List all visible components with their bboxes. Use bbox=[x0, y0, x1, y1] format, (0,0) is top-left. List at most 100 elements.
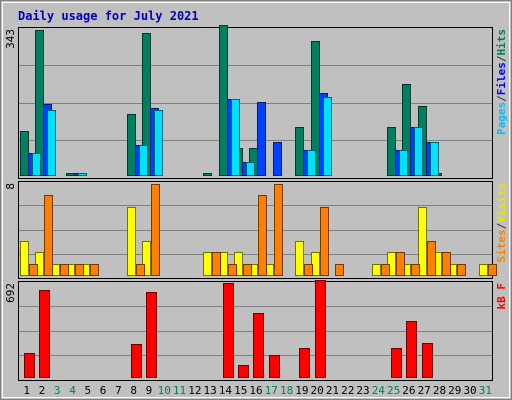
series-visits bbox=[20, 207, 488, 276]
x-tick-label: 29 bbox=[448, 384, 461, 397]
bar-kb-f-day-1 bbox=[24, 353, 35, 378]
bar-hits-day-4 bbox=[66, 173, 75, 176]
bar-sites-day-19 bbox=[304, 264, 313, 276]
bar-hits-day-14 bbox=[219, 25, 228, 176]
bar-hits-day-19 bbox=[295, 127, 304, 176]
bar-kb-f-day-26 bbox=[406, 321, 417, 378]
bar-pages-day-27 bbox=[430, 142, 439, 176]
bar-visits-day-31 bbox=[479, 264, 488, 276]
series-pages bbox=[32, 97, 439, 176]
bar-visits-day-19 bbox=[295, 241, 304, 276]
bar-sites-day-1 bbox=[29, 264, 38, 276]
x-tick-label: 21 bbox=[326, 384, 339, 397]
bar-files-day-16 bbox=[257, 102, 266, 176]
bar-kb-f-day-14 bbox=[223, 283, 234, 378]
x-tick-label: 7 bbox=[115, 384, 122, 397]
x-tick-label: 30 bbox=[463, 384, 476, 397]
bar-kb-f-day-25 bbox=[391, 348, 402, 378]
panel-top-max-label: 343 bbox=[4, 29, 17, 49]
bar-sites-day-16 bbox=[258, 195, 267, 276]
legend-entry: Hits bbox=[495, 29, 508, 56]
bar-sites-day-8 bbox=[136, 264, 145, 276]
bar-pages-day-2 bbox=[47, 110, 56, 176]
x-tick-label: 4 bbox=[69, 384, 76, 397]
x-tick-label: 20 bbox=[311, 384, 324, 397]
chart-title: Daily usage for July 2021 bbox=[18, 9, 199, 23]
legend-entry: / bbox=[495, 95, 508, 102]
panel-middle-max-label: 8 bbox=[4, 183, 17, 190]
x-tick-label: 5 bbox=[84, 384, 91, 397]
x-tick-label: 9 bbox=[146, 384, 153, 397]
bar-kb-f-day-9 bbox=[146, 292, 157, 378]
bar-kb-f-day-2 bbox=[39, 290, 50, 378]
x-tick-label: 17 bbox=[265, 384, 278, 397]
bar-sites-day-27 bbox=[427, 241, 436, 276]
bar-files-day-17 bbox=[273, 142, 282, 176]
x-tick-label: 16 bbox=[249, 384, 262, 397]
bar-pages-day-26 bbox=[414, 127, 423, 176]
bar-visits-day-1 bbox=[20, 241, 29, 276]
bar-kb-f-day-27 bbox=[422, 343, 433, 378]
x-tick-label: 27 bbox=[418, 384, 431, 397]
bar-sites-day-3 bbox=[60, 264, 69, 276]
bar-pages-day-19 bbox=[307, 150, 316, 176]
bar-kb-f-day-17 bbox=[269, 355, 280, 378]
bar-sites-day-4 bbox=[75, 264, 84, 276]
bar-hits-day-1 bbox=[20, 131, 29, 176]
x-tick-label: 3 bbox=[54, 384, 61, 397]
bar-pages-day-25 bbox=[399, 150, 408, 176]
x-tick-label: 22 bbox=[341, 384, 354, 397]
bar-pages-day-9 bbox=[154, 110, 163, 176]
panel-bottom-max-label: 692 bbox=[4, 283, 17, 303]
bar-kb-f-day-8 bbox=[131, 344, 142, 378]
bar-hits-day-25 bbox=[387, 127, 396, 176]
panel-bottom-legend: kB F bbox=[495, 283, 508, 310]
x-tick-label: 12 bbox=[188, 384, 201, 397]
bar-sites-day-2 bbox=[44, 195, 53, 276]
x-tick-label: 28 bbox=[433, 384, 446, 397]
bar-pages-day-14 bbox=[231, 99, 240, 176]
x-tick-label: 2 bbox=[39, 384, 46, 397]
x-tick-label: 15 bbox=[234, 384, 247, 397]
bar-pages-day-8 bbox=[139, 145, 148, 176]
x-tick-label: 13 bbox=[204, 384, 217, 397]
bar-sites-day-14 bbox=[228, 264, 237, 276]
bar-pages-day-1 bbox=[32, 153, 41, 176]
bar-sites-day-24 bbox=[381, 264, 390, 276]
bar-visits-day-9 bbox=[142, 241, 151, 276]
legend-entry: Files bbox=[495, 62, 508, 95]
x-tick-label: 19 bbox=[295, 384, 308, 397]
bar-pages-day-4 bbox=[78, 173, 87, 176]
legend-entry: / bbox=[495, 55, 508, 62]
x-tick-label: 24 bbox=[372, 384, 386, 397]
bar-sites-day-15 bbox=[243, 264, 252, 276]
bar-sites-day-9 bbox=[151, 184, 160, 276]
bar-sites-day-5 bbox=[90, 264, 99, 276]
bar-sites-day-17 bbox=[274, 184, 283, 276]
x-tick-label: 11 bbox=[173, 384, 186, 397]
bar-kb-f-day-20 bbox=[315, 280, 326, 378]
bar-pages-day-20 bbox=[323, 97, 332, 176]
legend-entry: Pages bbox=[495, 102, 508, 135]
bar-sites-day-26 bbox=[411, 264, 420, 276]
bar-kb-f-day-15 bbox=[238, 365, 249, 378]
x-tick-label: 6 bbox=[100, 384, 107, 397]
bar-pages-day-15 bbox=[246, 162, 255, 176]
bar-visits-day-13 bbox=[203, 252, 212, 276]
x-tick-label: 18 bbox=[280, 384, 293, 397]
legend-entry: Sites bbox=[495, 229, 508, 262]
x-tick-label: 25 bbox=[387, 384, 400, 397]
bar-visits-day-27 bbox=[418, 207, 427, 276]
legend-entry: / bbox=[495, 222, 508, 229]
x-tick-label: 10 bbox=[158, 384, 171, 397]
bar-hits-day-13 bbox=[203, 173, 212, 176]
series-sites bbox=[29, 184, 497, 276]
bar-sites-day-29 bbox=[457, 264, 466, 276]
bar-kb-f-day-16 bbox=[253, 313, 264, 378]
panel-bottom: 692 kB F bbox=[4, 280, 508, 381]
bar-visits-day-8 bbox=[127, 207, 136, 276]
x-tick-label: 1 bbox=[23, 384, 30, 397]
